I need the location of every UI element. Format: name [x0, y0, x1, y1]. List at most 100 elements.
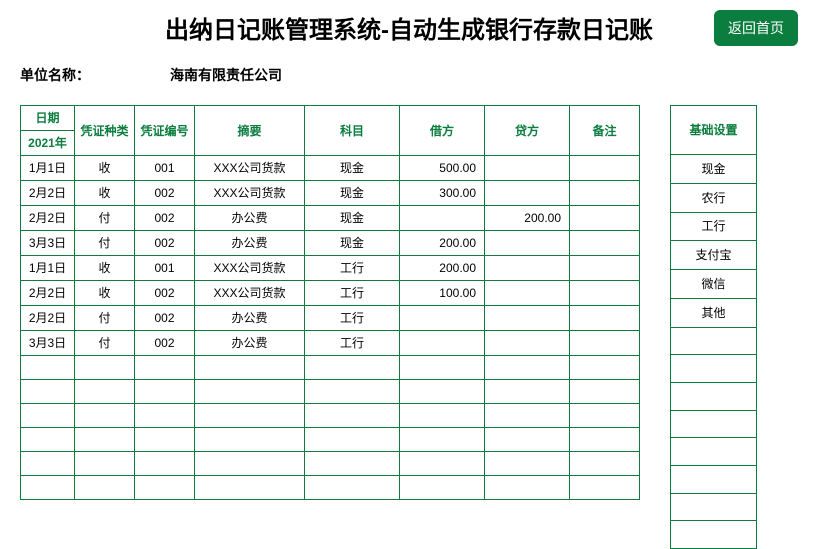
table-cell[interactable]: [195, 380, 305, 404]
table-cell[interactable]: [485, 231, 570, 256]
table-cell[interactable]: [485, 156, 570, 181]
settings-cell[interactable]: [671, 410, 757, 438]
table-cell[interactable]: 2月2日: [21, 306, 75, 331]
table-cell[interactable]: [485, 404, 570, 428]
table-cell[interactable]: 1月1日: [21, 256, 75, 281]
table-cell[interactable]: [570, 428, 640, 452]
table-cell[interactable]: 工行: [305, 281, 400, 306]
settings-cell[interactable]: 支付宝: [671, 241, 757, 270]
table-cell[interactable]: [305, 476, 400, 500]
table-cell[interactable]: [75, 428, 135, 452]
table-cell[interactable]: 200.00: [400, 231, 485, 256]
table-cell[interactable]: [21, 428, 75, 452]
table-cell[interactable]: [570, 476, 640, 500]
table-cell[interactable]: [195, 356, 305, 380]
table-cell[interactable]: 办公费: [195, 206, 305, 231]
table-cell[interactable]: [400, 206, 485, 231]
settings-cell[interactable]: 现金: [671, 155, 757, 184]
table-cell[interactable]: [485, 331, 570, 356]
table-cell[interactable]: 002: [135, 331, 195, 356]
table-cell[interactable]: 002: [135, 281, 195, 306]
table-cell[interactable]: [570, 452, 640, 476]
table-cell[interactable]: [485, 306, 570, 331]
table-cell[interactable]: [570, 331, 640, 356]
table-cell[interactable]: 2月2日: [21, 281, 75, 306]
table-cell[interactable]: 002: [135, 231, 195, 256]
table-cell[interactable]: 1月1日: [21, 156, 75, 181]
table-cell[interactable]: [570, 231, 640, 256]
table-cell[interactable]: [135, 380, 195, 404]
table-cell[interactable]: [570, 181, 640, 206]
table-cell[interactable]: 2月2日: [21, 206, 75, 231]
settings-cell[interactable]: 微信: [671, 270, 757, 299]
table-cell[interactable]: 001: [135, 256, 195, 281]
table-cell[interactable]: [400, 356, 485, 380]
table-cell[interactable]: [400, 452, 485, 476]
table-cell[interactable]: [570, 306, 640, 331]
table-cell[interactable]: 现金: [305, 231, 400, 256]
table-cell[interactable]: [485, 476, 570, 500]
table-cell[interactable]: 工行: [305, 256, 400, 281]
settings-cell[interactable]: 其他: [671, 298, 757, 327]
table-cell[interactable]: 现金: [305, 156, 400, 181]
table-cell[interactable]: [305, 452, 400, 476]
table-cell[interactable]: 现金: [305, 206, 400, 231]
table-cell[interactable]: [485, 281, 570, 306]
table-cell[interactable]: [485, 181, 570, 206]
table-cell[interactable]: 付: [75, 206, 135, 231]
settings-cell[interactable]: [671, 521, 757, 549]
table-cell[interactable]: 002: [135, 181, 195, 206]
table-cell[interactable]: [195, 404, 305, 428]
table-cell[interactable]: [570, 281, 640, 306]
table-cell[interactable]: 工行: [305, 331, 400, 356]
table-cell[interactable]: 收: [75, 156, 135, 181]
table-cell[interactable]: [400, 306, 485, 331]
table-cell[interactable]: 办公费: [195, 331, 305, 356]
settings-cell[interactable]: 农行: [671, 183, 757, 212]
table-cell[interactable]: XXX公司货款: [195, 256, 305, 281]
table-cell[interactable]: [485, 356, 570, 380]
table-cell[interactable]: 收: [75, 181, 135, 206]
table-cell[interactable]: 办公费: [195, 231, 305, 256]
settings-cell[interactable]: [671, 465, 757, 493]
table-cell[interactable]: 500.00: [400, 156, 485, 181]
settings-cell[interactable]: [671, 438, 757, 466]
table-cell[interactable]: [195, 428, 305, 452]
table-cell[interactable]: 付: [75, 306, 135, 331]
table-cell[interactable]: 2月2日: [21, 181, 75, 206]
table-cell[interactable]: [21, 356, 75, 380]
table-cell[interactable]: [485, 428, 570, 452]
table-cell[interactable]: 001: [135, 156, 195, 181]
table-cell[interactable]: [21, 380, 75, 404]
settings-cell[interactable]: [671, 355, 757, 383]
settings-cell[interactable]: [671, 493, 757, 521]
table-cell[interactable]: [305, 404, 400, 428]
table-cell[interactable]: [570, 206, 640, 231]
table-cell[interactable]: 付: [75, 231, 135, 256]
table-cell[interactable]: 现金: [305, 181, 400, 206]
table-cell[interactable]: 3月3日: [21, 331, 75, 356]
table-cell[interactable]: 002: [135, 206, 195, 231]
table-cell[interactable]: [135, 476, 195, 500]
table-cell[interactable]: [570, 356, 640, 380]
settings-cell[interactable]: [671, 327, 757, 355]
table-cell[interactable]: [570, 156, 640, 181]
table-cell[interactable]: [570, 256, 640, 281]
table-cell[interactable]: 3月3日: [21, 231, 75, 256]
table-cell[interactable]: 002: [135, 306, 195, 331]
settings-cell[interactable]: 工行: [671, 212, 757, 241]
table-cell[interactable]: [21, 476, 75, 500]
table-cell[interactable]: [135, 452, 195, 476]
table-cell[interactable]: [570, 380, 640, 404]
table-cell[interactable]: [485, 380, 570, 404]
table-cell[interactable]: [21, 404, 75, 428]
table-cell[interactable]: [195, 452, 305, 476]
table-cell[interactable]: [135, 356, 195, 380]
table-cell[interactable]: [75, 476, 135, 500]
table-cell[interactable]: 100.00: [400, 281, 485, 306]
table-cell[interactable]: [305, 380, 400, 404]
table-cell[interactable]: [75, 380, 135, 404]
table-cell[interactable]: [570, 404, 640, 428]
table-cell[interactable]: 200.00: [485, 206, 570, 231]
table-cell[interactable]: XXX公司货款: [195, 156, 305, 181]
